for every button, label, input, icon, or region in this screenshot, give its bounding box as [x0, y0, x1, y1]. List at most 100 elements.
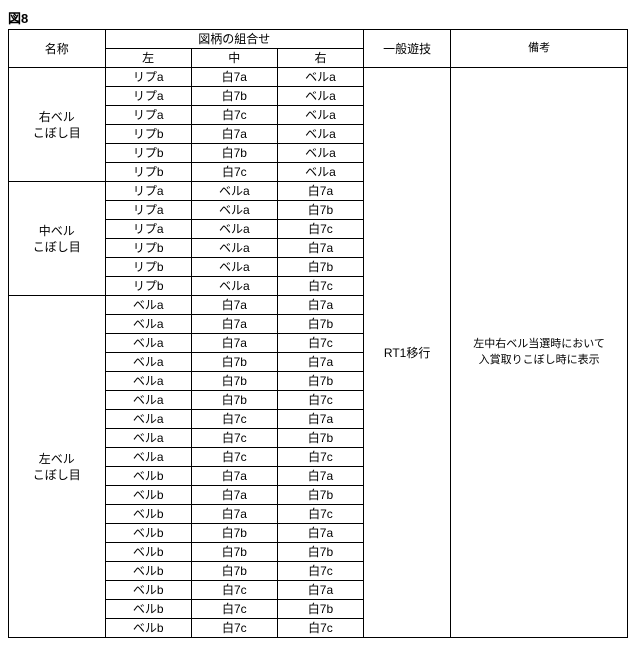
pattern-table: 名称 図柄の組合せ 一般遊技 備考 左 中 右 右ベルこぼし目リプa白7aベルa…: [8, 29, 628, 638]
symbol-cell: リプb: [105, 239, 191, 258]
symbol-cell: ベルa: [277, 163, 363, 182]
symbol-cell: 白7b: [191, 144, 277, 163]
group-name-cell: 右ベルこぼし目: [9, 68, 106, 182]
symbol-cell: 白7b: [277, 543, 363, 562]
symbol-cell: 白7a: [277, 353, 363, 372]
remarks-cell: 左中右ベル当選時において入賞取りこぼし時に表示: [451, 68, 628, 638]
symbol-cell: ベルa: [105, 429, 191, 448]
symbol-cell: 白7b: [191, 562, 277, 581]
symbol-cell: ベルb: [105, 505, 191, 524]
symbol-cell: 白7a: [191, 486, 277, 505]
symbol-cell: 白7c: [277, 562, 363, 581]
symbol-cell: 白7c: [277, 277, 363, 296]
symbol-cell: リプb: [105, 144, 191, 163]
symbol-cell: 白7c: [277, 220, 363, 239]
symbol-cell: 白7b: [277, 201, 363, 220]
symbol-cell: ベルa: [105, 391, 191, 410]
figure-label: 図8: [8, 8, 632, 27]
symbol-cell: 白7c: [277, 505, 363, 524]
symbol-cell: 白7b: [277, 372, 363, 391]
symbol-cell: 白7c: [191, 106, 277, 125]
symbol-cell: 白7b: [277, 429, 363, 448]
symbol-cell: 白7a: [191, 334, 277, 353]
symbol-cell: 白7a: [277, 296, 363, 315]
symbol-cell: 白7c: [191, 581, 277, 600]
symbol-cell: 白7c: [191, 448, 277, 467]
header-remarks: 備考: [451, 30, 628, 68]
symbol-cell: 白7b: [277, 258, 363, 277]
symbol-cell: ベルa: [191, 220, 277, 239]
symbol-cell: 白7c: [277, 391, 363, 410]
symbol-cell: 白7a: [277, 182, 363, 201]
symbol-cell: 白7a: [191, 467, 277, 486]
symbol-cell: リプa: [105, 182, 191, 201]
symbol-cell: 白7b: [277, 315, 363, 334]
symbol-cell: ベルb: [105, 524, 191, 543]
symbol-cell: リプb: [105, 258, 191, 277]
symbol-cell: リプa: [105, 87, 191, 106]
symbol-cell: リプa: [105, 68, 191, 87]
symbol-cell: リプb: [105, 277, 191, 296]
symbol-cell: 白7a: [191, 315, 277, 334]
header-name: 名称: [9, 30, 106, 68]
symbol-cell: ベルb: [105, 543, 191, 562]
symbol-cell: 白7b: [191, 353, 277, 372]
group-name-cell: 左ベルこぼし目: [9, 296, 106, 638]
symbol-cell: ベルa: [277, 87, 363, 106]
symbol-cell: ベルa: [191, 277, 277, 296]
symbol-cell: ベルb: [105, 619, 191, 638]
symbol-cell: 白7b: [191, 391, 277, 410]
symbol-cell: ベルb: [105, 581, 191, 600]
symbol-cell: リプb: [105, 163, 191, 182]
symbol-cell: 白7a: [191, 125, 277, 144]
symbol-cell: リプa: [105, 201, 191, 220]
header-game: 一般遊技: [364, 30, 451, 68]
symbol-cell: ベルa: [105, 353, 191, 372]
symbol-cell: 白7c: [191, 410, 277, 429]
symbol-cell: ベルa: [191, 182, 277, 201]
symbol-cell: 白7b: [191, 524, 277, 543]
symbol-cell: 白7b: [191, 372, 277, 391]
symbol-cell: ベルa: [105, 448, 191, 467]
symbol-cell: ベルa: [105, 315, 191, 334]
symbol-cell: ベルa: [277, 125, 363, 144]
symbol-cell: ベルa: [105, 372, 191, 391]
table-row: 右ベルこぼし目リプa白7aベルaRT1移行左中右ベル当選時において入賞取りこぼし…: [9, 68, 628, 87]
symbol-cell: ベルa: [191, 201, 277, 220]
symbol-cell: リプa: [105, 106, 191, 125]
symbol-cell: 白7c: [191, 619, 277, 638]
header-pattern-combo: 図柄の組合せ: [105, 30, 363, 49]
symbol-cell: 白7c: [191, 429, 277, 448]
symbol-cell: 白7c: [277, 619, 363, 638]
symbol-cell: 白7b: [277, 486, 363, 505]
symbol-cell: ベルb: [105, 486, 191, 505]
symbol-cell: 白7a: [277, 467, 363, 486]
header-right: 右: [277, 49, 363, 68]
symbol-cell: 白7a: [191, 68, 277, 87]
symbol-cell: 白7c: [277, 448, 363, 467]
symbol-cell: ベルa: [105, 296, 191, 315]
symbol-cell: 白7a: [277, 581, 363, 600]
symbol-cell: ベルa: [191, 258, 277, 277]
symbol-cell: 白7c: [191, 600, 277, 619]
symbol-cell: リプb: [105, 125, 191, 144]
symbol-cell: 白7a: [277, 410, 363, 429]
symbol-cell: ベルa: [277, 144, 363, 163]
symbol-cell: 白7a: [191, 296, 277, 315]
symbol-cell: 白7b: [191, 87, 277, 106]
symbol-cell: 白7b: [277, 600, 363, 619]
header-left: 左: [105, 49, 191, 68]
symbol-cell: ベルb: [105, 467, 191, 486]
symbol-cell: 白7b: [191, 543, 277, 562]
symbol-cell: 白7c: [191, 163, 277, 182]
symbol-cell: 白7a: [191, 505, 277, 524]
symbol-cell: ベルa: [105, 410, 191, 429]
symbol-cell: ベルa: [277, 106, 363, 125]
symbol-cell: ベルa: [277, 68, 363, 87]
symbol-cell: リプa: [105, 220, 191, 239]
symbol-cell: 白7a: [277, 524, 363, 543]
symbol-cell: ベルa: [191, 239, 277, 258]
symbol-cell: ベルb: [105, 600, 191, 619]
header-center: 中: [191, 49, 277, 68]
symbol-cell: ベルa: [105, 334, 191, 353]
